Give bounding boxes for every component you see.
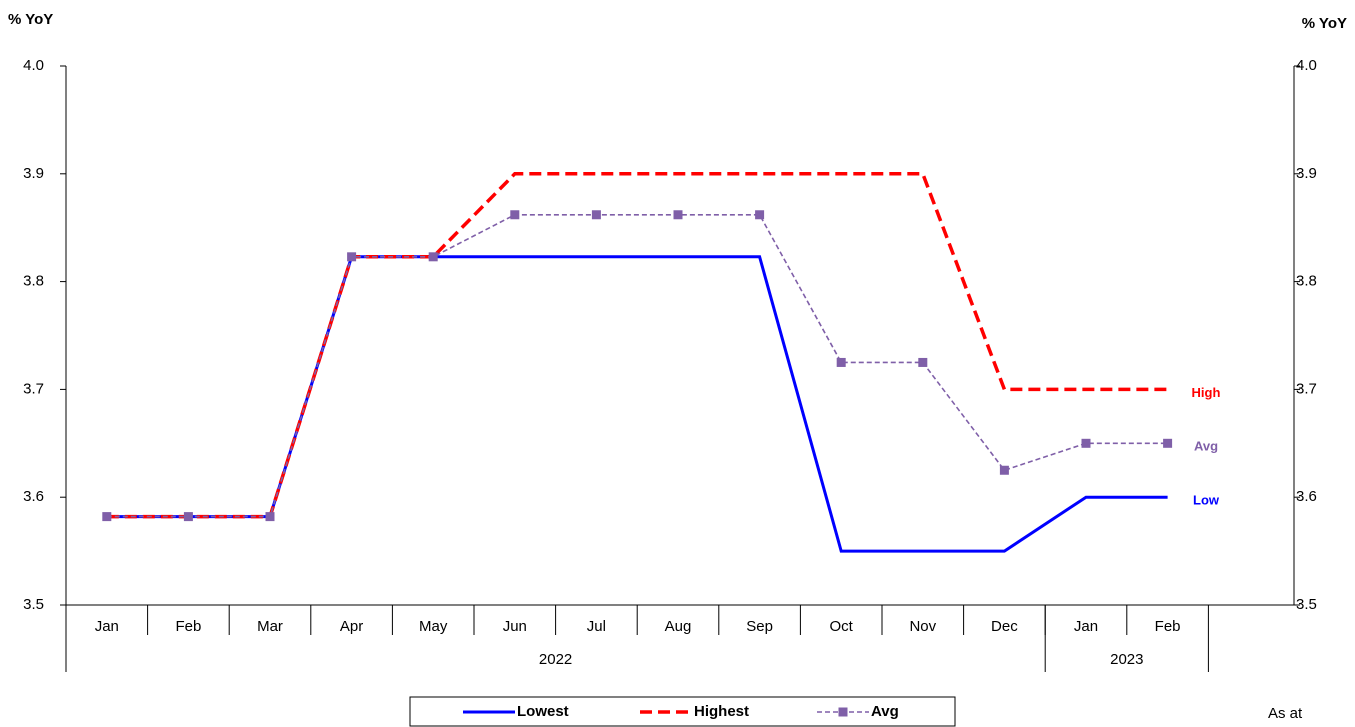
x-tick-label: Sep: [746, 618, 773, 635]
group-label: 2022: [539, 651, 572, 668]
marker: [428, 252, 438, 262]
marker: [999, 465, 1009, 475]
y2-tick-label: 3.7: [1296, 380, 1317, 397]
y2-tick-label: 3.8: [1296, 273, 1317, 290]
marker: [183, 512, 193, 522]
y-tick-label: 3.7: [23, 380, 44, 397]
marker: [265, 512, 275, 522]
y2-tick-label: 3.5: [1296, 596, 1317, 613]
y2-tick-label: 3.6: [1296, 488, 1317, 505]
y-tick-label: 3.9: [23, 165, 44, 182]
x-tick-label: Mar: [257, 618, 283, 635]
note: As at: [1268, 705, 1303, 722]
y2-tick-label: 3.9: [1296, 165, 1317, 182]
y-tick-label: 3.6: [23, 488, 44, 505]
y-tick-label: 3.8: [23, 273, 44, 290]
marker: [1081, 438, 1091, 448]
y-tick-label: 3.5: [23, 596, 44, 613]
legend-label: Highest: [694, 703, 749, 720]
y-tick-label: 4.0: [23, 57, 44, 74]
marker: [347, 252, 357, 262]
series-line: [106, 213, 1168, 518]
x-tick-label: Nov: [909, 618, 936, 635]
x-tick-label: Dec: [991, 618, 1018, 635]
marker: [836, 357, 846, 367]
y-axis-title: % YoY: [8, 11, 53, 28]
end-label: Avg: [1194, 439, 1218, 454]
group-label: 2023: [1110, 651, 1143, 668]
x-tick-label: Feb: [175, 618, 201, 635]
x-tick-label: Jul: [587, 618, 606, 635]
marker: [102, 512, 112, 522]
marker: [591, 210, 601, 220]
x-tick-label: Oct: [830, 618, 854, 635]
legend-label: Avg: [871, 703, 899, 720]
series-line: [106, 172, 1168, 519]
series-line: [106, 255, 1168, 553]
marker: [755, 210, 765, 220]
x-tick-label: Apr: [340, 618, 363, 635]
x-tick-label: Aug: [665, 618, 692, 635]
x-tick-label: Jan: [1074, 618, 1098, 635]
x-tick-label: May: [419, 618, 448, 635]
x-tick-label: Jun: [503, 618, 527, 635]
end-label: High: [1192, 385, 1221, 400]
end-label: Low: [1193, 493, 1220, 508]
legend-marker: [838, 707, 848, 717]
marker: [673, 210, 683, 220]
x-tick-label: Jan: [95, 618, 119, 635]
y2-tick-label: 4.0: [1296, 57, 1317, 74]
marker: [510, 210, 520, 220]
marker: [1163, 438, 1173, 448]
x-tick-label: Feb: [1155, 618, 1181, 635]
marker: [918, 357, 928, 367]
y2-axis-title: % YoY: [1302, 15, 1347, 32]
legend-label: Lowest: [517, 703, 569, 720]
